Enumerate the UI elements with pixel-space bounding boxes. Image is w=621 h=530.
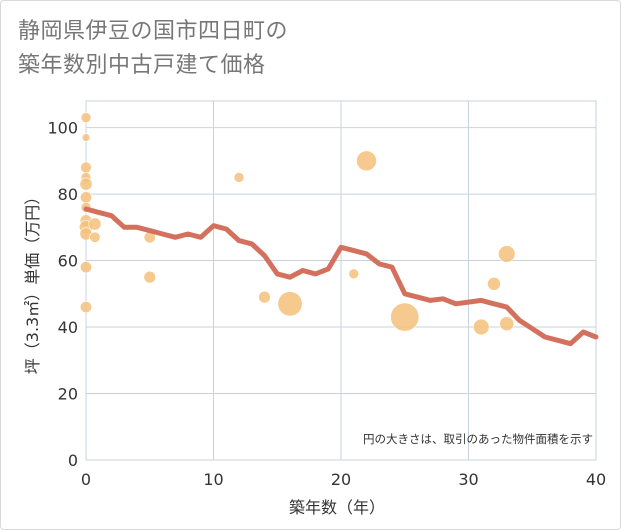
- y-axis-label: 坪（3.3㎡）単価（万円）: [23, 189, 42, 374]
- x-tick-label: 10: [203, 470, 223, 489]
- chart-title-line2: 築年数別中古戸建て価格: [18, 53, 266, 78]
- x-axis-label: 築年数（年）: [289, 498, 385, 517]
- data-bubble: [81, 133, 91, 142]
- data-bubble: [498, 245, 516, 263]
- data-bubble: [143, 270, 156, 284]
- x-tick-label: 0: [81, 470, 91, 489]
- data-bubble: [233, 172, 245, 183]
- data-bubble: [473, 318, 490, 336]
- data-bubble: [258, 290, 271, 304]
- x-tick-label: 30: [458, 470, 478, 489]
- x-tick-label: 40: [586, 470, 606, 489]
- data-bubble: [80, 161, 92, 174]
- data-bubble: [487, 277, 501, 291]
- data-bubble: [79, 301, 93, 314]
- data-bubble: [277, 291, 303, 317]
- y-tick-label: 60: [58, 252, 78, 271]
- data-bubble: [79, 177, 93, 191]
- data-bubble: [79, 261, 93, 274]
- data-bubble: [89, 231, 101, 243]
- data-bubble: [499, 316, 515, 332]
- chart-title-line1: 静岡県伊豆の国市四日町の: [18, 19, 289, 44]
- y-tick-label: 40: [58, 318, 78, 337]
- bubble-layer: [78, 112, 516, 336]
- average-price-line: [83, 206, 599, 347]
- y-tick-label: 0: [68, 451, 78, 470]
- data-bubble: [79, 191, 93, 204]
- data-bubble: [88, 217, 102, 231]
- chart-title: 静岡県伊豆の国市四日町の 築年数別中古戸建て価格: [18, 15, 288, 83]
- bubble-size-note: 円の大きさは、取引のあった物件面積を示す: [363, 432, 593, 446]
- data-bubble: [390, 302, 420, 332]
- data-bubble: [80, 112, 92, 123]
- data-bubble: [356, 150, 377, 172]
- x-tick-label: 20: [331, 470, 351, 489]
- y-tick-label: 20: [58, 385, 78, 404]
- y-tick-label: 80: [58, 185, 78, 204]
- y-tick-label: 100: [47, 119, 78, 138]
- data-bubble: [348, 268, 360, 280]
- grid-lines: [85, 101, 597, 461]
- y-axis-ticks: 0 20 40 60 80 100: [47, 119, 78, 470]
- x-axis-ticks: 0 10 20 30 40: [81, 470, 606, 489]
